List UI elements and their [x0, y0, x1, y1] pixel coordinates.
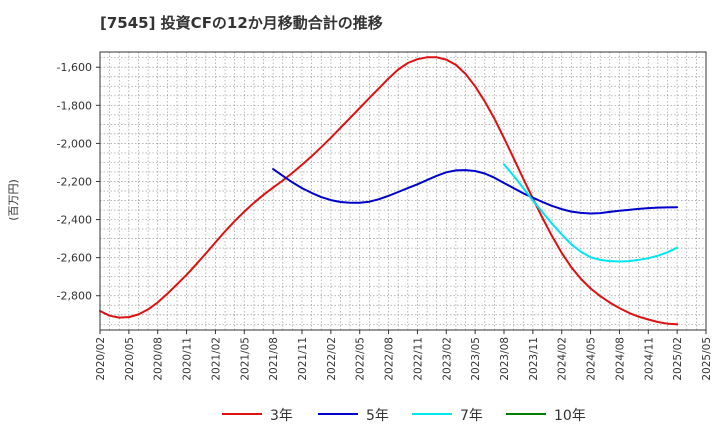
x-tick-label: 2023/11 — [528, 337, 540, 381]
chart-title: [7545] 投資CFの12か月移動合計の推移 — [100, 14, 383, 32]
x-tick-label: 2022/02 — [326, 337, 338, 381]
y-tick-label: -2,400 — [57, 214, 92, 227]
x-tick-label: 2023/05 — [470, 337, 482, 381]
legend-swatch — [222, 413, 262, 415]
x-tick-label: 2022/08 — [384, 337, 396, 381]
y-tick-label: -2,800 — [57, 290, 92, 303]
plot-border — [99, 51, 707, 331]
x-tick-label: 2025/05 — [701, 337, 713, 381]
legend: 3年 5年 7年 10年 — [0, 402, 720, 426]
x-tick-label: 2021/05 — [239, 337, 251, 381]
series-line-7年 — [503, 163, 679, 263]
x-tick-label: 2022/05 — [355, 337, 367, 381]
y-tick-label: -2,200 — [57, 175, 92, 188]
x-tick-label: 2025/02 — [672, 337, 684, 381]
x-tick-label: 2020/11 — [182, 337, 194, 381]
legend-swatch — [318, 413, 358, 415]
legend-label: 3年 — [270, 408, 293, 424]
x-tick-label: 2021/08 — [268, 337, 280, 381]
x-tick-label: 2020/05 — [124, 337, 136, 381]
x-tick-label: 2023/02 — [441, 337, 453, 381]
y-tick-label: -2,600 — [57, 252, 92, 265]
y-tick-label: -2,000 — [57, 137, 92, 150]
x-tick-label: 2021/02 — [210, 337, 222, 381]
x-tick-label: 2021/11 — [297, 337, 309, 381]
x-tick-label: 2022/11 — [412, 337, 424, 381]
x-tick-label: 2024/11 — [643, 337, 655, 381]
series-line-3年 — [99, 56, 679, 326]
y-axis-label: (百万円) — [7, 179, 20, 221]
legend-label: 7年 — [460, 408, 483, 424]
y-tick-label: -1,600 — [57, 61, 92, 74]
legend-label: 10年 — [554, 408, 586, 424]
axis-layer: -1,600 -1,800 -2,000 -2,200 -2,400 -2,600 -2,8… — [57, 51, 713, 381]
legend-label: 5年 — [366, 408, 389, 424]
x-tick-label: 2020/08 — [153, 337, 165, 381]
x-tick-label: 2023/08 — [499, 337, 511, 381]
x-tick-label: 2024/02 — [557, 337, 569, 381]
series-layer — [99, 56, 679, 326]
x-tick-label: 2024/08 — [614, 337, 626, 381]
x-tick-label: 2024/05 — [586, 337, 598, 381]
x-tick-label: 2020/02 — [95, 337, 107, 381]
series-line-5年 — [272, 168, 679, 215]
legend-swatch — [412, 413, 452, 415]
y-tick-label: -1,800 — [57, 99, 92, 112]
legend-swatch — [506, 413, 546, 415]
